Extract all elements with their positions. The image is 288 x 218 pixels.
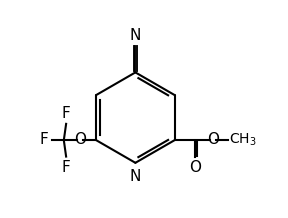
Text: O: O: [74, 132, 86, 147]
Text: O: O: [190, 160, 201, 175]
Text: F: F: [62, 160, 71, 175]
Text: N: N: [130, 169, 141, 184]
Text: F: F: [39, 132, 48, 147]
Text: F: F: [62, 106, 71, 121]
Text: N: N: [130, 28, 141, 43]
Text: CH$_3$: CH$_3$: [229, 131, 257, 148]
Text: O: O: [207, 132, 219, 147]
